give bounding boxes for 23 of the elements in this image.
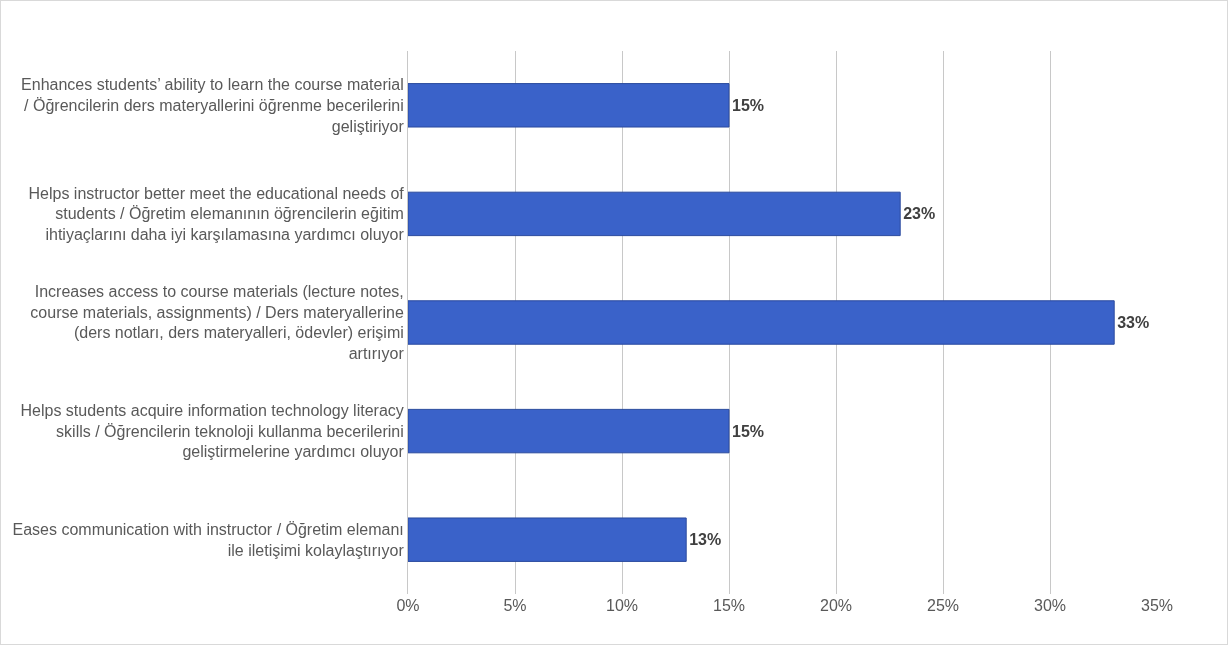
data-label: 15% [732,422,765,440]
x-tick-label: 0% [396,597,420,614]
y-tick-label: Helps instructor better meet the educational needs of students / Öğretim elemanının öğrencilerin eğitim ihtiyaçlarını daha iyi karşılamasına yardımcı oluyor [28,184,405,244]
x-tick-label: 5% [503,597,527,614]
bar [408,300,1115,345]
y-tick-label: Helps students acquire information technology literacy skills / Öğrencilerin teknoloji kullanma becerilerini geliştirmelerine yardımcı oluyor [20,401,405,461]
data-label: 15% [732,96,765,114]
y-tick-label: Eases communication with instructor / Öğretim elemanı ile iletişimi kolaylaştırıyor [12,520,405,559]
y-tick-label: Enhances students’ ability to learn the course material / Öğrencilerin ders materyallerini öğrenme becerilerini geliştiriyor [21,76,405,135]
bar [408,191,901,237]
x-tick-label: 30% [1033,597,1067,614]
x-tick-label: 20% [819,597,853,614]
x-tick-label: 25% [926,597,960,614]
bar [408,83,730,128]
y-tick-label: Increases access to course materials (lecture notes, course materials, assignments) / Ders materyallerine (ders notları, ders materyalleri, ödevler) erişimi artırıyor [30,282,405,363]
x-tick-label: 35% [1140,597,1174,614]
bar [408,408,730,454]
x-tick-label: 15% [712,597,746,614]
x-tick-label: 10% [605,597,639,614]
data-label: 23% [903,205,936,223]
bar [408,517,687,562]
data-label: 33% [1117,314,1150,331]
data-label: 13% [689,531,722,549]
